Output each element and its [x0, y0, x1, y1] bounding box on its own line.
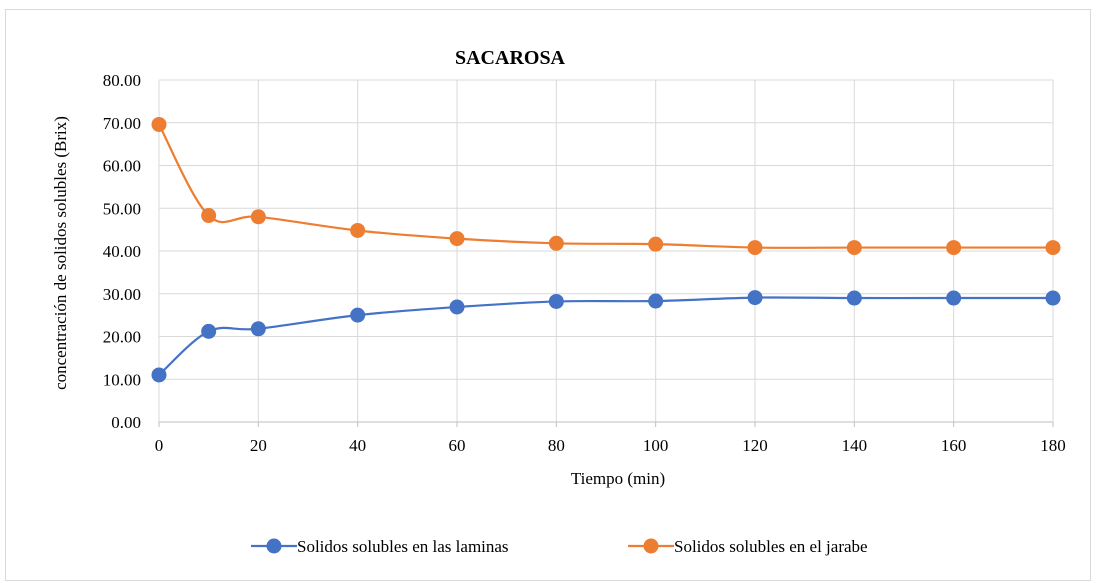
data-point [151, 367, 167, 383]
x-tick-labels: 0 20 40 60 80 100 120 140 160 180 [155, 436, 1066, 455]
legend-label: Solidos solubles en el jarabe [674, 537, 868, 556]
data-point [449, 299, 465, 315]
y-tick-label: 30.00 [103, 285, 141, 304]
x-tick-label: 80 [548, 436, 565, 455]
series-points [151, 116, 1061, 383]
data-point [1045, 240, 1061, 256]
x-tick-label: 180 [1040, 436, 1066, 455]
data-point [201, 323, 217, 339]
data-point [548, 293, 564, 309]
gridlines [158, 79, 1054, 427]
data-point [946, 290, 962, 306]
x-tick-label: 20 [250, 436, 267, 455]
x-tick-label: 160 [941, 436, 967, 455]
legend-swatch-marker [266, 538, 282, 554]
series-lines [158, 123, 1053, 376]
data-point [250, 321, 266, 337]
data-point [151, 116, 167, 132]
y-tick-label: 80.00 [103, 71, 141, 90]
chart-frame [5, 9, 1091, 581]
data-point [250, 209, 266, 225]
data-point [846, 240, 862, 256]
x-tick-label: 0 [155, 436, 164, 455]
y-tick-label: 10.00 [103, 370, 141, 389]
data-point [846, 290, 862, 306]
y-tick-labels: 0.00 10.00 20.00 30.00 40.00 50.00 60.00 70.00 8… [103, 71, 141, 432]
chart-title: SACAROSA [455, 47, 566, 69]
data-point [946, 240, 962, 256]
data-point [648, 293, 664, 309]
data-point [648, 236, 664, 252]
x-tick-label: 40 [349, 436, 366, 455]
legend-swatch-marker [643, 538, 659, 554]
data-point [201, 208, 217, 224]
x-tick-label: 60 [449, 436, 466, 455]
y-tick-label: 60.00 [103, 157, 141, 176]
y-tick-label: 70.00 [103, 114, 141, 133]
x-axis-label: Tiempo (min) [571, 469, 665, 488]
data-point [548, 235, 564, 251]
y-tick-label: 20.00 [103, 328, 141, 347]
data-point [350, 222, 366, 238]
series-line-2 [158, 123, 1053, 249]
legend: Solidos solubles en las laminas Solidos s… [251, 537, 868, 556]
x-tick-label: 100 [643, 436, 669, 455]
data-point [1045, 290, 1061, 306]
x-tick-label: 140 [842, 436, 868, 455]
data-point [449, 231, 465, 247]
y-tick-label: 40.00 [103, 242, 141, 261]
y-tick-label: 50.00 [103, 199, 141, 218]
legend-label: Solidos solubles en las laminas [297, 537, 509, 556]
x-tick-label: 120 [742, 436, 768, 455]
y-tick-label: 0.00 [111, 413, 141, 432]
data-point [350, 307, 366, 323]
data-point [747, 290, 763, 306]
data-point [747, 240, 763, 256]
y-axis-label: concentración de solidos solubles (Brix) [51, 116, 70, 390]
